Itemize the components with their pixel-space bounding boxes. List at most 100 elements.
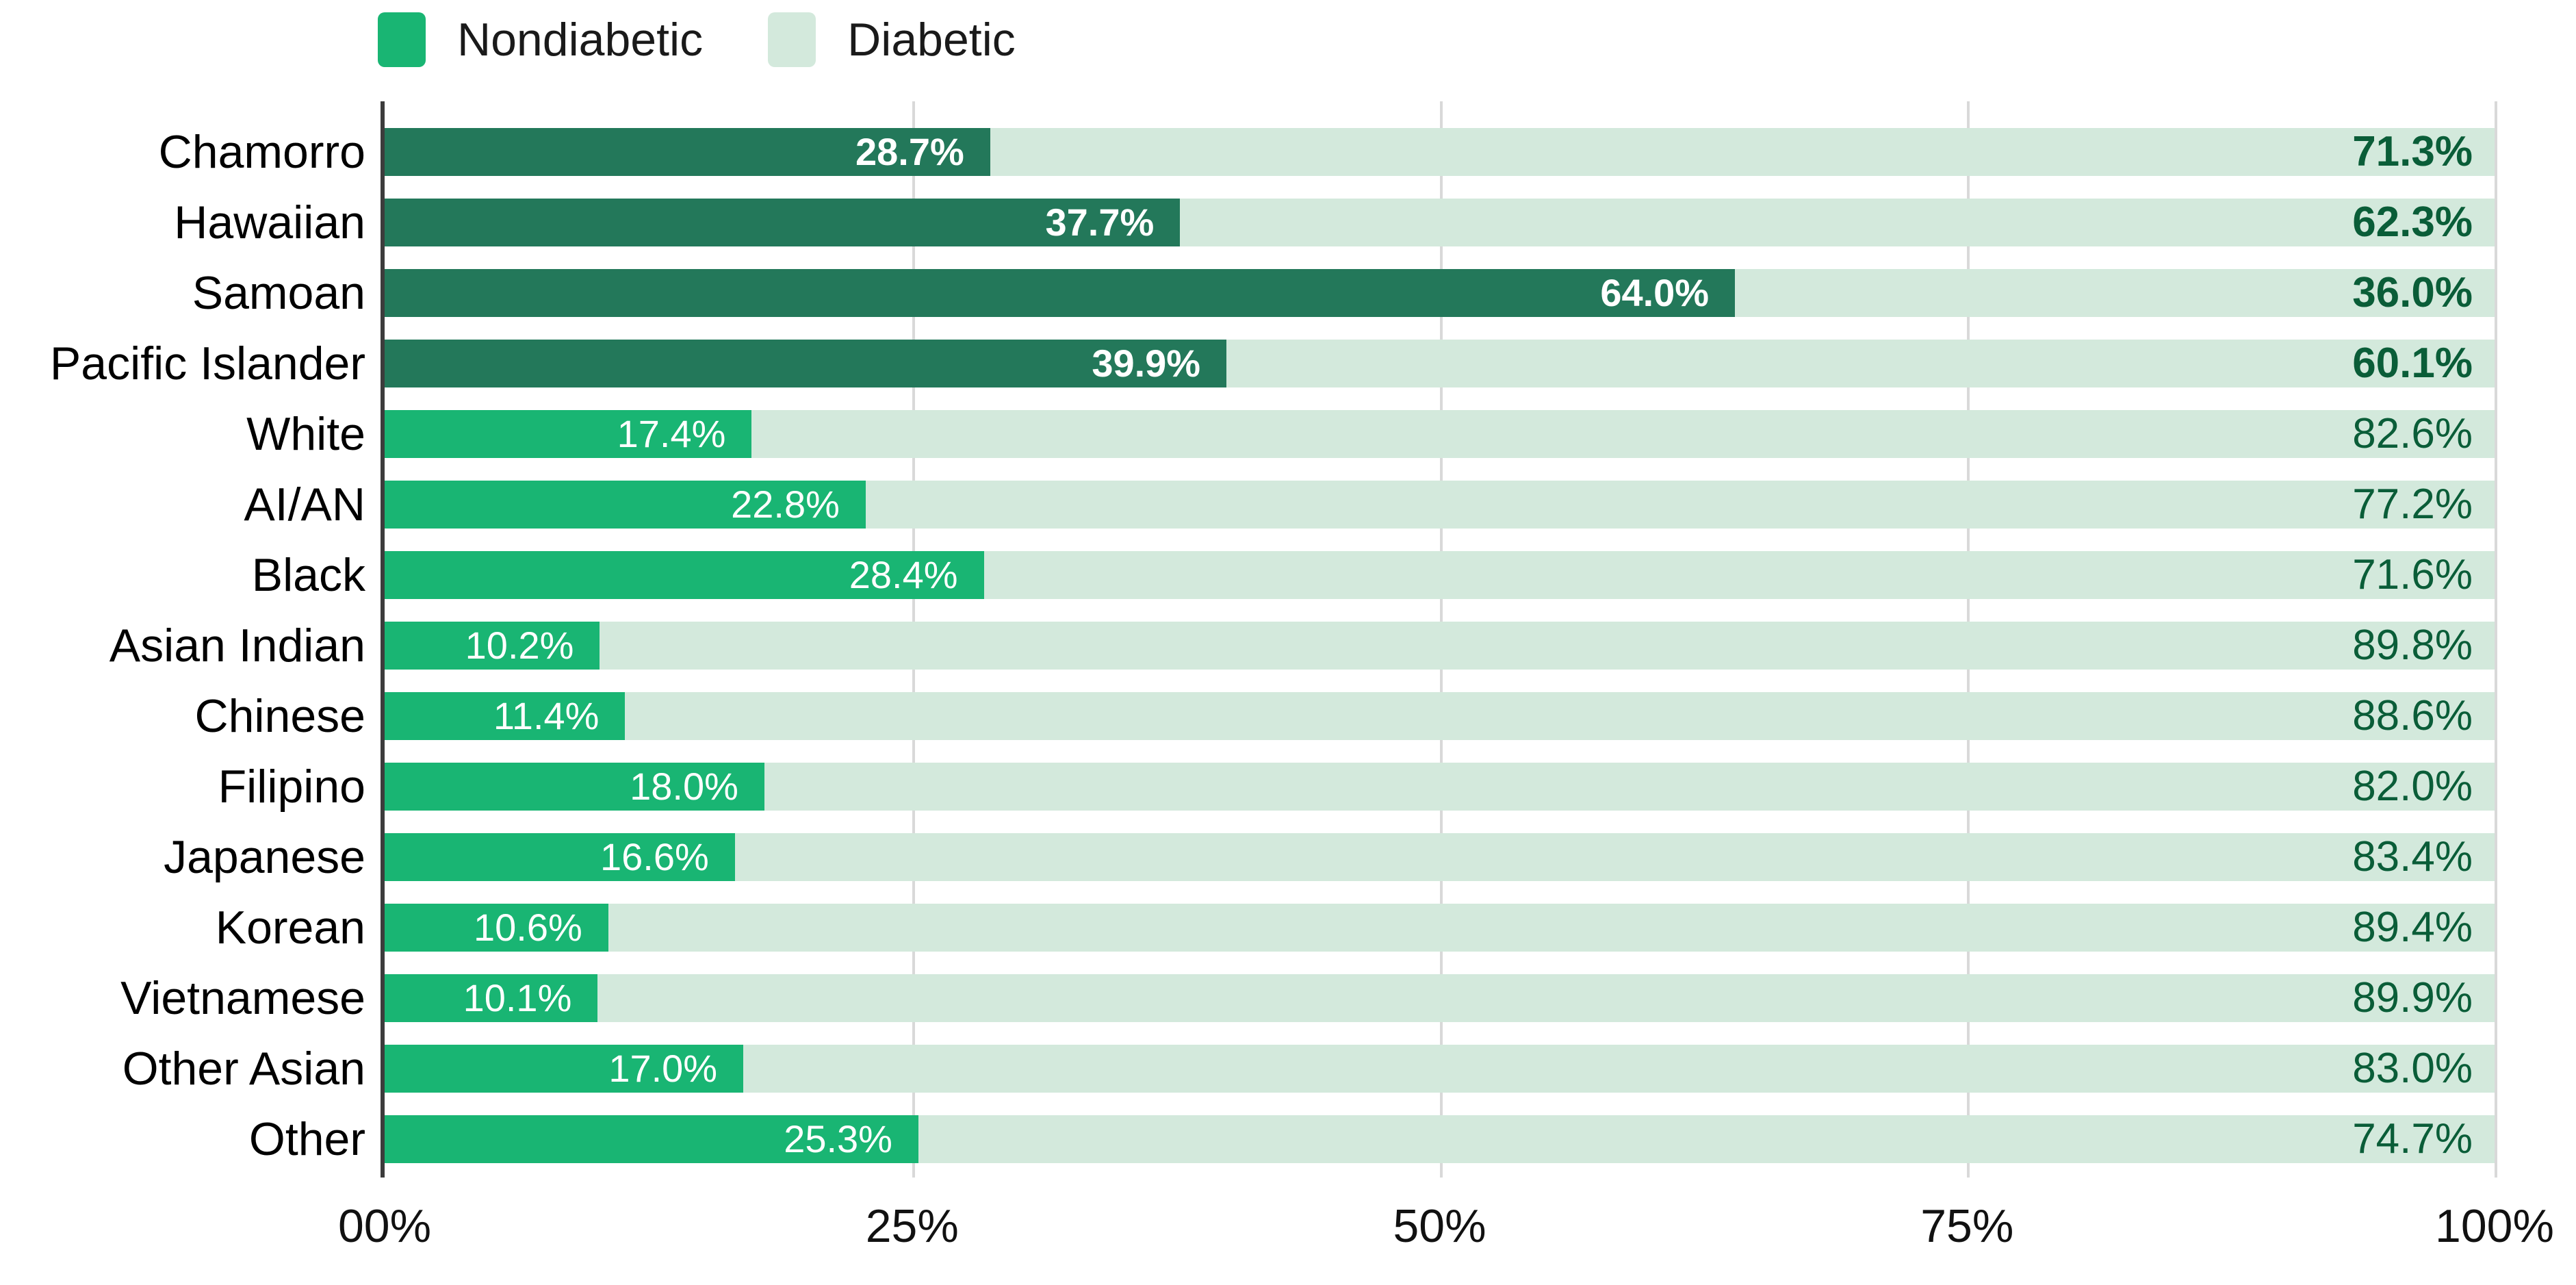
nondiabetic-bar: 17.4% <box>385 409 752 458</box>
nondiabetic-value-label: 28.4% <box>849 553 958 596</box>
diabetic-bar: 64.0% 36.0% <box>385 268 2495 317</box>
nondiabetic-value-label: 39.9% <box>1092 342 1201 385</box>
nondiabetic-value-label: 10.2% <box>465 624 574 667</box>
nondiabetic-value-label: 17.0% <box>608 1047 718 1090</box>
nondiabetic-value-label: 10.6% <box>474 906 582 949</box>
nondiabetic-value-label: 11.4% <box>493 694 600 737</box>
nondiabetic-bar: 18.0% <box>385 762 764 811</box>
x-tick-label-50: 50% <box>1393 1200 1486 1252</box>
x-tick-label-0: 00% <box>337 1200 432 1252</box>
diabetic-bar: 28.7% 71.3% <box>385 127 2495 176</box>
diabetic-bar: 17.4% 82.6% <box>385 409 2495 458</box>
nondiabetic-swatch-icon <box>378 12 426 67</box>
legend-label: Nondiabetic <box>457 14 704 66</box>
category-label: Hawaiian <box>174 196 365 249</box>
diabetic-value-label: 88.6% <box>2352 692 2473 739</box>
bar-row: Samoan 64.0% 36.0% <box>0 257 2576 328</box>
bar-row: Japanese 16.6% 83.4% <box>0 822 2576 892</box>
diabetic-bar: 11.4% 88.6% <box>385 691 2495 740</box>
diabetic-bar: 16.6% 83.4% <box>385 832 2495 881</box>
bar-row: Filipino 18.0% 82.0% <box>0 751 2576 822</box>
diabetic-bar: 25.3% 74.7% <box>385 1115 2495 1163</box>
category-label: Black <box>251 548 365 601</box>
diabetic-bar: 10.2% 89.8% <box>385 621 2495 670</box>
nondiabetic-bar: 10.1% <box>385 974 598 1022</box>
diabetic-bar: 22.8% 77.2% <box>385 480 2495 529</box>
nondiabetic-value-label: 16.6% <box>600 835 709 878</box>
bar-row: Chinese 11.4% 88.6% <box>0 680 2576 751</box>
diabetic-bar: 28.4% 71.6% <box>385 550 2495 599</box>
nondiabetic-bar: 39.9% <box>385 339 1227 387</box>
bar-row: White 17.4% 82.6% <box>0 398 2576 469</box>
nondiabetic-value-label: 64.0% <box>1600 271 1710 314</box>
category-label: Chinese <box>194 689 366 742</box>
x-tick-label-100: 100% <box>2435 1200 2554 1252</box>
nondiabetic-value-label: 28.7% <box>855 130 964 173</box>
diabetic-bar: 10.1% 89.9% <box>385 974 2495 1022</box>
nondiabetic-bar: 10.2% <box>385 621 600 670</box>
diabetic-value-label: 83.0% <box>2352 1045 2473 1092</box>
bar-row: Chamorro 28.7% 71.3% <box>0 116 2576 187</box>
nondiabetic-bar: 11.4% <box>385 691 626 740</box>
diabetic-value-label: 89.9% <box>2352 974 2473 1021</box>
category-label: Korean <box>215 901 365 954</box>
diabetic-value-label: 71.6% <box>2352 551 2473 598</box>
diabetic-bar: 18.0% 82.0% <box>385 762 2495 811</box>
category-label: Samoan <box>192 266 365 319</box>
bar-row: Asian Indian 10.2% 89.8% <box>0 610 2576 680</box>
nondiabetic-value-label: 22.8% <box>731 483 840 526</box>
category-label: Asian Indian <box>109 619 365 672</box>
diabetic-value-label: 83.4% <box>2352 833 2473 880</box>
category-label: White <box>246 407 365 460</box>
nondiabetic-bar: 10.6% <box>385 903 608 952</box>
x-tick-label-25: 25% <box>865 1200 959 1252</box>
diabetic-bar: 17.0% 83.0% <box>385 1044 2495 1093</box>
nondiabetic-value-label: 25.3% <box>784 1117 892 1160</box>
legend: Nondiabetic Diabetic <box>378 11 1016 68</box>
category-label: Vietnamese <box>120 971 365 1024</box>
gridline-100 <box>2495 101 2497 1178</box>
bar-row: Vietnamese 10.1% 89.9% <box>0 963 2576 1033</box>
bar-row: Other 25.3% 74.7% <box>0 1104 2576 1174</box>
diabetic-value-label: 71.3% <box>2352 128 2473 175</box>
x-tick-label-75: 75% <box>1920 1200 2014 1252</box>
bar-row: AI/AN 22.8% 77.2% <box>0 469 2576 539</box>
nondiabetic-bar: 37.7% <box>385 198 1181 246</box>
bar-row: Black 28.4% 71.6% <box>0 539 2576 610</box>
category-label: Pacific Islander <box>49 337 365 390</box>
nondiabetic-value-label: 10.1% <box>463 976 572 1019</box>
category-label: AI/AN <box>244 478 365 531</box>
diabetic-value-label: 82.6% <box>2352 410 2473 457</box>
category-label: Other <box>248 1112 365 1165</box>
diabetic-value-label: 62.3% <box>2352 199 2473 246</box>
category-label: Japanese <box>164 830 365 883</box>
diabetic-bar: 39.9% 60.1% <box>385 339 2495 387</box>
diabetic-value-label: 36.0% <box>2352 269 2473 316</box>
diabetic-value-label: 77.2% <box>2352 481 2473 528</box>
bar-row: Other Asian 17.0% 83.0% <box>0 1033 2576 1104</box>
nondiabetic-value-label: 18.0% <box>630 765 738 808</box>
bar-rows: Chamorro 28.7% 71.3% Hawaiian 37.7% 62.3% Samo… <box>0 116 2576 1174</box>
nondiabetic-bar: 28.7% <box>385 127 990 176</box>
nondiabetic-bar: 16.6% <box>385 832 735 881</box>
nondiabetic-value-label: 37.7% <box>1045 201 1155 244</box>
nondiabetic-bar: 64.0% <box>385 268 1736 317</box>
diabetic-value-label: 74.7% <box>2352 1115 2473 1162</box>
nondiabetic-value-label: 17.4% <box>617 412 726 455</box>
y-axis-line <box>381 101 385 1178</box>
category-label: Other Asian <box>122 1042 365 1095</box>
nondiabetic-bar: 17.0% <box>385 1044 744 1093</box>
bar-row: Hawaiian 37.7% 62.3% <box>0 187 2576 257</box>
bar-row: Pacific Islander 39.9% 60.1% <box>0 328 2576 398</box>
category-label: Chamorro <box>158 125 365 178</box>
diabetic-bar: 37.7% 62.3% <box>385 198 2495 246</box>
legend-item-diabetic: Diabetic <box>768 11 1016 68</box>
diabetic-value-label: 82.0% <box>2352 763 2473 810</box>
nondiabetic-bar: 22.8% <box>385 480 866 529</box>
category-label: Filipino <box>218 760 365 813</box>
diabetic-value-label: 60.1% <box>2352 340 2473 387</box>
nondiabetic-bar: 25.3% <box>385 1115 918 1163</box>
legend-item-nondiabetic: Nondiabetic <box>378 11 703 68</box>
nondiabetic-bar: 28.4% <box>385 550 984 599</box>
